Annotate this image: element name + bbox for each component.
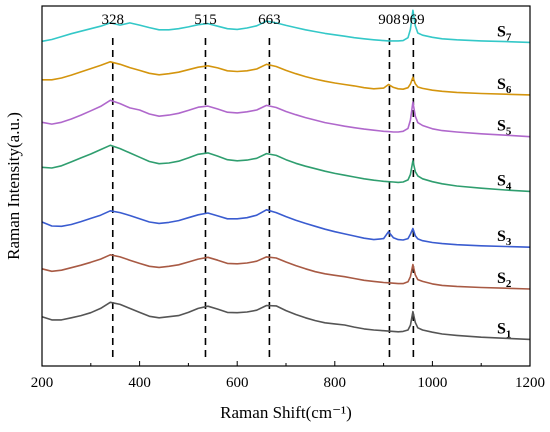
series-label: S1 — [497, 320, 511, 340]
x-tick-label: 400 — [128, 375, 151, 391]
series-label: S5 — [497, 118, 512, 138]
x-tick-label: 800 — [324, 375, 347, 391]
series-label-group: S1 S2 S3 S4 S5 S6 S7 — [497, 23, 512, 340]
series-line — [41, 301, 531, 341]
x-tick-label: 600 — [226, 375, 249, 391]
peak-marker-group — [111, 38, 415, 362]
x-axis: 200 400 600 800 1000 1200 — [31, 361, 545, 391]
series-label: S6 — [497, 76, 512, 96]
series-group — [41, 9, 531, 341]
series-line — [41, 209, 531, 248]
peak-label: 969 — [402, 12, 425, 28]
series-label: S7 — [497, 23, 512, 43]
series-line — [41, 144, 531, 193]
series-label: S3 — [497, 228, 512, 248]
y-axis-label: Raman Intensity(a.u.) — [4, 112, 23, 260]
series-label: S4 — [497, 172, 512, 192]
x-tick-label: 1200 — [515, 375, 545, 391]
series-line — [41, 99, 531, 138]
peak-label-group: 328 515 663 908 969 — [102, 12, 425, 28]
peak-label: 663 — [258, 12, 281, 28]
series-line — [42, 61, 531, 96]
peak-label: 515 — [194, 12, 217, 28]
x-axis-label: Raman Shift(cm⁻¹) — [220, 403, 352, 422]
peak-label: 328 — [102, 12, 125, 28]
series-label: S2 — [497, 270, 512, 290]
x-tick-label: 200 — [31, 375, 54, 391]
series-line — [41, 254, 531, 290]
series-line — [41, 9, 531, 44]
peak-label: 908 — [378, 12, 401, 28]
x-tick-label: 1000 — [417, 375, 447, 391]
